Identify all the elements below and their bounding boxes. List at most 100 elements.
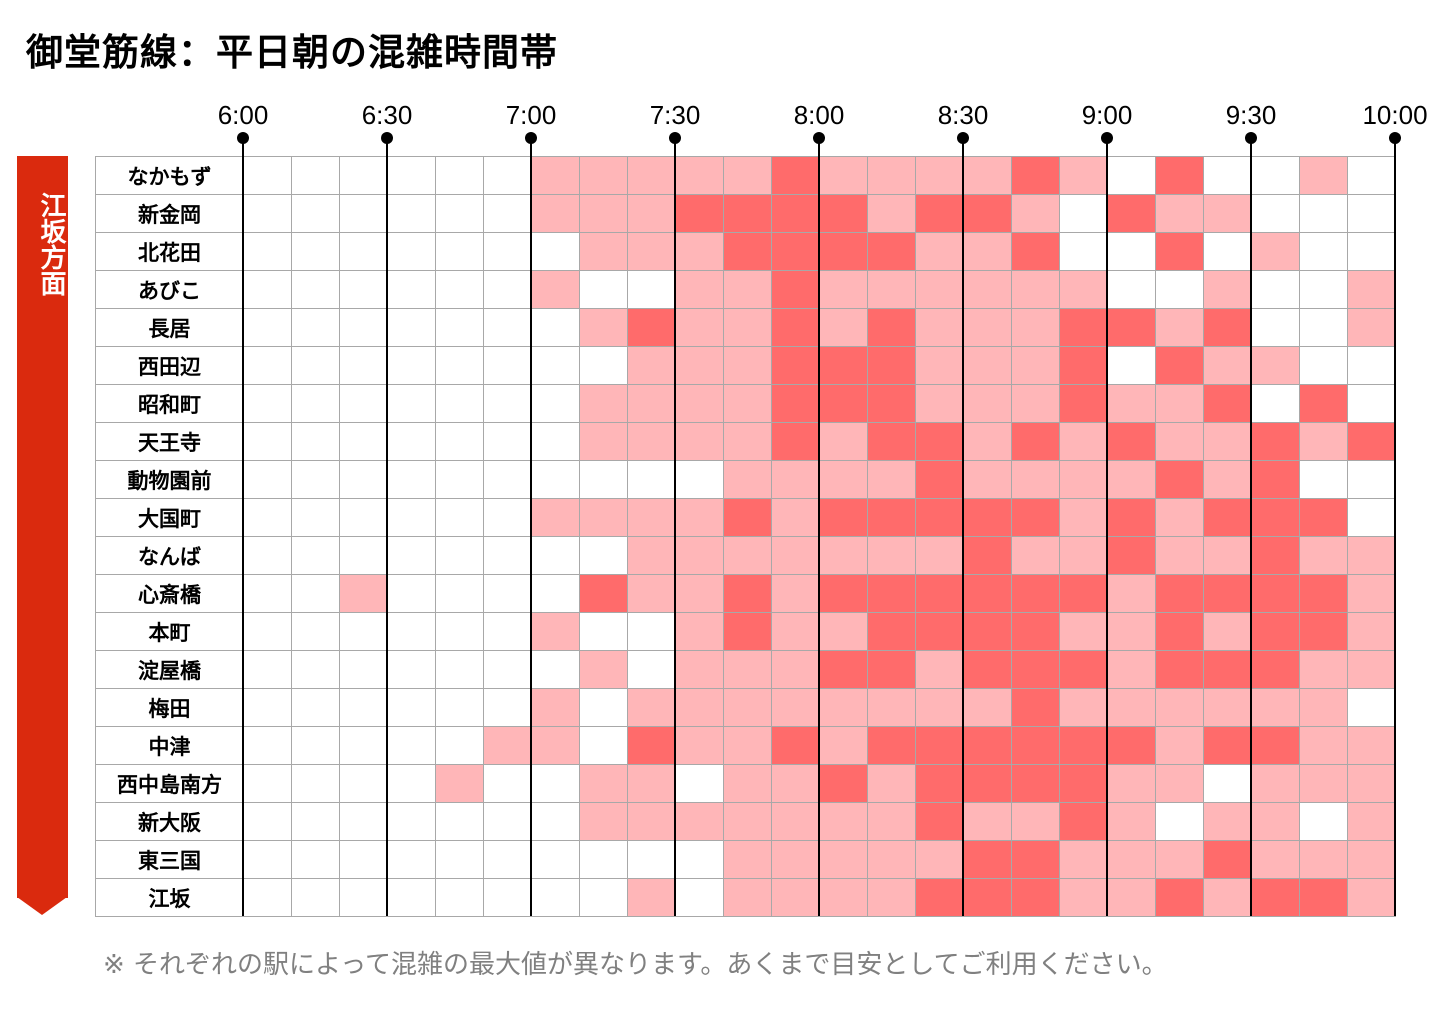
heatmap-cell [436,537,484,575]
heatmap-cell [1156,727,1204,765]
table-row: 昭和町 [96,385,1396,423]
heatmap-cell [820,537,868,575]
heatmap-cell [1348,575,1396,613]
heatmap-cell [340,461,388,499]
heatmap-cell [1204,727,1252,765]
heatmap-cell [1300,765,1348,803]
time-gridline [674,137,676,916]
heatmap-cell [916,841,964,879]
heatmap-cell [1252,765,1300,803]
station-label: 中津 [96,727,244,765]
heatmap-cell [1252,233,1300,271]
heatmap-cell [628,879,676,917]
heatmap-cell [1252,651,1300,689]
heatmap-cell [676,233,724,271]
heatmap-cell [292,271,340,309]
table-row: なかもず [96,157,1396,195]
table-row: 長居 [96,309,1396,347]
heatmap-cell [820,385,868,423]
heatmap-cell [1204,841,1252,879]
heatmap-cell [436,879,484,917]
heatmap-cell [772,727,820,765]
heatmap-cell [340,651,388,689]
heatmap-cell [292,537,340,575]
heatmap-cell [772,651,820,689]
heatmap-cell [676,195,724,233]
heatmap-cell [244,537,292,575]
heatmap-cell [484,347,532,385]
heatmap-cell [628,613,676,651]
heatmap-cell [1108,803,1156,841]
heatmap-cell [1252,461,1300,499]
heatmap-cell [1012,651,1060,689]
heatmap-cell [1204,233,1252,271]
heatmap-cell [436,765,484,803]
heatmap-cell [1060,271,1108,309]
heatmap-cell [1204,499,1252,537]
heatmap-cell [628,157,676,195]
heatmap-cell [532,423,580,461]
heatmap-cell [868,233,916,271]
heatmap-cell [628,651,676,689]
heatmap-cell [1012,879,1060,917]
heatmap-cell [724,575,772,613]
heatmap-cell [628,841,676,879]
heatmap-cell [1204,157,1252,195]
heatmap-cell [436,651,484,689]
heatmap-cell [772,537,820,575]
heatmap-cell [964,271,1012,309]
station-label: 動物園前 [96,461,244,499]
station-label: 天王寺 [96,423,244,461]
heatmap-cell [340,157,388,195]
heatmap-cell [1348,423,1396,461]
heatmap-cell [1108,499,1156,537]
heatmap-cell [772,765,820,803]
heatmap-cell [436,841,484,879]
station-label: 北花田 [96,233,244,271]
heatmap-cell [580,537,628,575]
heatmap-cell [1300,461,1348,499]
heatmap-cell [436,461,484,499]
heatmap-cell [244,461,292,499]
heatmap-cell [868,537,916,575]
heatmap-cell [388,195,436,233]
heatmap-cell [1156,195,1204,233]
heatmap-cell [1156,879,1204,917]
table-row: 新金岡 [96,195,1396,233]
heatmap-cell [1060,727,1108,765]
heatmap-cell [340,689,388,727]
time-gridline [530,137,532,916]
heatmap-cell [1108,689,1156,727]
heatmap-cell [724,233,772,271]
heatmap-cell [868,575,916,613]
time-gridline [1106,137,1108,916]
heatmap-cell [772,347,820,385]
heatmap-cell [436,271,484,309]
station-label: 本町 [96,613,244,651]
heatmap-cell [1300,157,1348,195]
heatmap-cell [868,765,916,803]
heatmap-cell [292,689,340,727]
heatmap-cell [1156,575,1204,613]
station-label: 西田辺 [96,347,244,385]
heatmap-cell [1060,233,1108,271]
heatmap-cell [1348,727,1396,765]
heatmap-cell [628,461,676,499]
table-row: 動物園前 [96,461,1396,499]
heatmap-cell [868,347,916,385]
heatmap-cell [964,385,1012,423]
heatmap-cell [772,499,820,537]
heatmap-cell [436,195,484,233]
heatmap-cell [964,537,1012,575]
heatmap-cell [340,347,388,385]
heatmap-cell [1108,347,1156,385]
heatmap-cell [244,689,292,727]
heatmap-cell [292,461,340,499]
heatmap-cell [580,157,628,195]
table-row: あびこ [96,271,1396,309]
heatmap-cell [580,651,628,689]
station-label: 新金岡 [96,195,244,233]
heatmap-cell [1300,309,1348,347]
heatmap-cell [340,727,388,765]
heatmap-cell [628,309,676,347]
